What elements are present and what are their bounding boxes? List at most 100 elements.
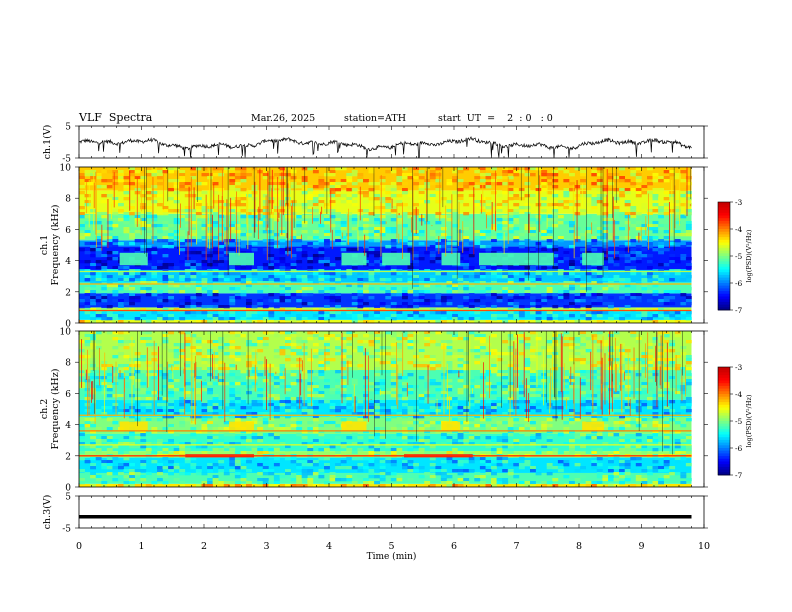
ch2-spec-cell [435, 472, 442, 476]
ch2-spec-cell [468, 394, 475, 398]
ch1-spec-cell [106, 284, 113, 288]
ch2-spec-cell [468, 391, 475, 395]
ch1-spec-cell [118, 320, 124, 324]
ch2-spec-cell [190, 358, 197, 362]
ch1-spec-cell [463, 296, 470, 300]
ch2-spec-cell [368, 388, 375, 392]
ch1-spec-cell [446, 209, 453, 213]
ch1-spec-cell [106, 305, 113, 309]
ch2-spec-cell [335, 409, 341, 413]
ch2-spec-cell [201, 388, 208, 392]
ch1-spec-cell [151, 266, 158, 270]
ch2-spec-cell [402, 421, 408, 425]
ch1-spec-cell [318, 251, 325, 255]
ch1-spec-cell [240, 179, 247, 183]
ch2-spec-cell [162, 406, 169, 410]
ch2-spec-cell [218, 346, 225, 350]
ch2-spec-cell [157, 466, 163, 470]
ch1-spec-cell [324, 257, 330, 261]
ch1-spec-cell [140, 203, 147, 207]
ch1-spec-cell [418, 176, 425, 180]
ch2-spec-cell [340, 334, 347, 338]
ch2-spec-cell [312, 355, 319, 359]
ch2-spec-cell [290, 382, 297, 386]
ch2-spec-cell [535, 349, 542, 353]
ch1-spec-cell [518, 233, 525, 237]
ch1-spec-cell [173, 266, 180, 270]
ch2-spec-cell [351, 367, 358, 371]
ch1-spec-cell [574, 200, 581, 204]
ch2-spec-cell [207, 340, 213, 344]
ch1-spec-cell [502, 215, 509, 219]
ch1-spec-cell [390, 317, 397, 321]
ch2-spec-cell [312, 442, 319, 446]
ch1-spec-cell [413, 254, 419, 258]
ch1-spec-cell [608, 188, 614, 192]
ch1-spec-cell [669, 314, 676, 318]
ch1-spec-cell [229, 314, 236, 318]
ch1-spec-cell [118, 284, 124, 288]
ch1-spec-cell [106, 269, 113, 273]
ch2-spec-cell [140, 331, 147, 335]
ch1-spec-cell [324, 263, 330, 267]
ch2-spec-cell [195, 430, 202, 434]
ch1-spec-cell [491, 305, 497, 309]
ch1-spec-cell [507, 278, 514, 282]
ch1-spec-cell [357, 305, 364, 309]
ch1-spec-cell [658, 197, 664, 201]
ch2-spec-cell [262, 364, 269, 368]
ch2-spec-cell [524, 418, 531, 422]
ch1-spec-cell [479, 308, 486, 312]
ch1-spec-cell [118, 266, 124, 270]
ch1-spec-cell [279, 299, 286, 303]
ch1-spec-cell [513, 188, 520, 192]
ch2-spec-cell [457, 463, 464, 467]
ch2-spec-cell [262, 469, 269, 473]
ch1-spec-cell [374, 239, 380, 243]
ch1-spec-cell [262, 239, 269, 243]
ch2-spec-cell [90, 475, 96, 479]
ch2-spec-cell [279, 484, 286, 488]
ch2-spec-cell [251, 451, 258, 455]
ch1-spec-cell [268, 236, 275, 240]
ch2-spec-cell [368, 457, 375, 461]
ch2-spec-cell [140, 478, 147, 482]
ch1-spec-cell [552, 212, 559, 216]
ch1-spec-cell [685, 299, 692, 303]
ch1-spec-cell [580, 194, 586, 198]
ch1-spec-cell [569, 308, 575, 312]
ch1-spec-cell [669, 242, 676, 246]
ch1-spec-cell [129, 299, 135, 303]
ch1-spec-cell [630, 293, 637, 297]
ch1-spec-cell [129, 278, 135, 282]
ch1-spec-cell [479, 170, 486, 174]
ch1-spec-cell [301, 281, 308, 285]
ch1-spec-cell [218, 263, 225, 267]
ch1-spec-cell [145, 188, 152, 192]
ch1-spec-cell [234, 200, 241, 204]
ch1-spec-cell [452, 212, 458, 216]
ch2-spec-cell [157, 349, 163, 353]
ch2-spec-cell [390, 376, 397, 380]
ch2-spec-cell [390, 460, 397, 464]
ch1-spec-cell [134, 317, 141, 321]
ch1-spec-cell [507, 176, 514, 180]
ch2-spec-cell [429, 484, 436, 488]
ch2-spec-cell [84, 334, 91, 338]
ch2-spec-cell [357, 469, 364, 473]
ch1-spec-cell [346, 173, 353, 177]
ch2-spec-cell [129, 442, 135, 446]
ch1-spec-cell [446, 311, 453, 315]
ch1-spec-cell [262, 305, 269, 309]
ch1-spec-cell [162, 254, 169, 258]
ch1-spec-cell [563, 290, 570, 294]
ch1-spec-cell [541, 179, 548, 183]
ch2-spec-cell [329, 403, 336, 407]
ch1-spec-cell [195, 200, 202, 204]
ch2-spec-cell [106, 388, 113, 392]
ch2-spec-cell [424, 439, 431, 443]
ch2-spec-cell [207, 442, 213, 446]
ch1-spec-cell [379, 197, 386, 201]
ch2-spec-cell [123, 475, 130, 479]
ch2-spec-cell [234, 400, 241, 404]
